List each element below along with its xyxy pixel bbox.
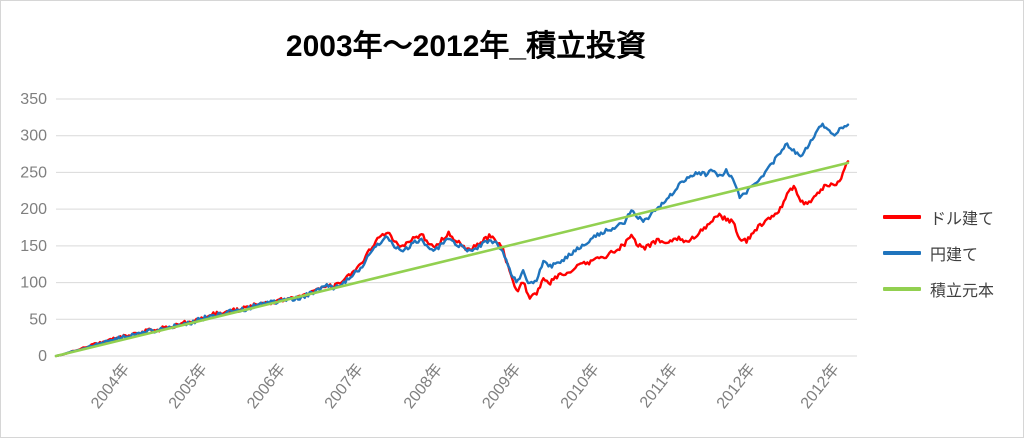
legend-swatch-yen-line xyxy=(883,251,921,255)
legend-swatch-dollar-line xyxy=(883,215,921,219)
y-axis-label: 0 xyxy=(38,348,47,365)
x-axis-label: 2012年 xyxy=(713,360,759,412)
y-axis-label: 100 xyxy=(20,275,47,292)
legend: ドル建て 円建て 積立元本 xyxy=(883,206,994,300)
x-axis-label: 2004年 xyxy=(87,360,133,412)
legend-label-dollar: ドル建て xyxy=(930,211,995,228)
x-axis-label: 2008年 xyxy=(400,360,446,412)
y-axis-label: 50 xyxy=(29,311,47,328)
series-line-principal xyxy=(54,161,850,358)
legend-item-yen: 円建て xyxy=(883,242,994,264)
x-axis-label: 2012年 xyxy=(797,360,843,412)
series-line-yen xyxy=(54,122,850,358)
y-axis-label: 250 xyxy=(20,164,47,181)
x-axis-label: 2010年 xyxy=(557,360,603,412)
x-axis-label: 2009年 xyxy=(479,360,525,412)
x-axis-label: 2007年 xyxy=(321,360,367,412)
legend-label-yen: 円建て xyxy=(930,247,979,264)
y-axis-label: 300 xyxy=(20,128,47,145)
legend-swatch-principal-line xyxy=(883,287,921,291)
y-axis-label: 350 xyxy=(20,91,47,108)
x-axis-label: 2011年 xyxy=(636,360,681,411)
legend-item-principal: 積立元本 xyxy=(883,278,994,300)
y-axis-label: 200 xyxy=(20,201,47,218)
legend-label-principal: 積立元本 xyxy=(930,283,995,300)
legend-item-dollar: ドル建て xyxy=(883,206,994,228)
chart-title: 2003年～2012年_積立投資 xyxy=(285,30,647,63)
y-axis-label: 150 xyxy=(20,238,47,255)
x-axis-label: 2006年 xyxy=(243,360,289,412)
x-axis-label: 2005年 xyxy=(165,360,211,412)
